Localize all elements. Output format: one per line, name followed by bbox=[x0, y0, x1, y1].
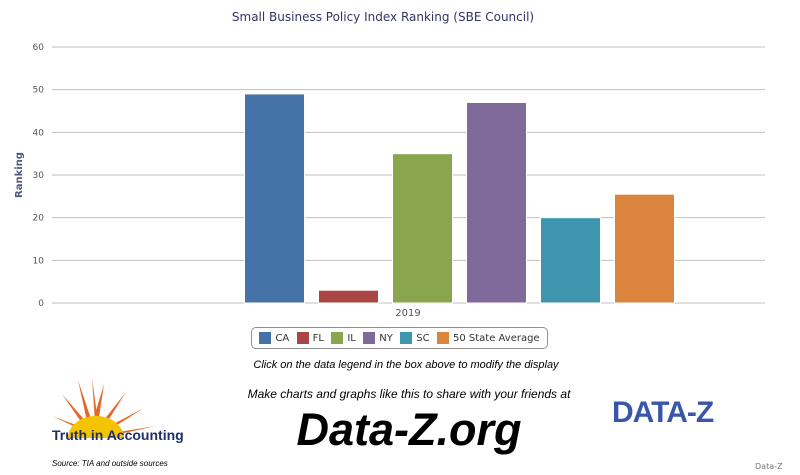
source-note: Source: TIA and outside sources bbox=[52, 459, 168, 468]
y-axis-ticks: 0 10 20 30 40 50 60 bbox=[33, 43, 45, 309]
legend-label: 50 State Average bbox=[452, 332, 540, 344]
bar-fl[interactable] bbox=[318, 289, 379, 304]
bar-50-state-average[interactable] bbox=[614, 193, 675, 304]
bar-il[interactable] bbox=[392, 153, 453, 304]
legend-swatch bbox=[331, 332, 344, 344]
legend-swatch bbox=[436, 332, 449, 344]
legend-item-fl[interactable]: FL bbox=[296, 332, 324, 344]
chart-legend: CA FL IL NY SC 50 State Average bbox=[251, 327, 548, 349]
legend-item-50-state-average[interactable]: 50 State Average bbox=[436, 332, 540, 344]
legend-item-ca[interactable]: CA bbox=[259, 332, 289, 344]
y-tick-label: 10 bbox=[33, 256, 45, 266]
chart-title: Small Business Policy Index Ranking (SBE… bbox=[231, 10, 535, 24]
legend-item-ny[interactable]: NY bbox=[363, 332, 393, 344]
legend-label: CA bbox=[275, 332, 290, 344]
legend-swatch bbox=[296, 332, 309, 344]
legend-item-sc[interactable]: SC bbox=[400, 332, 430, 344]
bar-sc[interactable] bbox=[540, 217, 601, 304]
y-axis-label: Ranking bbox=[14, 152, 25, 198]
y-tick-label: 0 bbox=[38, 299, 44, 309]
y-tick-label: 30 bbox=[33, 171, 45, 181]
bars bbox=[244, 93, 675, 304]
data-z-logo: DATA-Z bbox=[612, 396, 714, 429]
site-name[interactable]: Data-Z.org bbox=[296, 404, 522, 455]
y-tick-label: 50 bbox=[33, 86, 45, 96]
legend-swatch bbox=[400, 332, 413, 344]
legend-label: NY bbox=[379, 332, 393, 344]
legend-item-il[interactable]: IL bbox=[331, 332, 356, 344]
y-tick-label: 40 bbox=[33, 128, 45, 138]
legend-label: FL bbox=[312, 332, 324, 344]
chart-credit[interactable]: Data-Z bbox=[755, 462, 783, 471]
tia-name: Truth in Accounting bbox=[52, 427, 184, 443]
x-tick-label: 2019 bbox=[395, 308, 420, 319]
y-tick-label: 20 bbox=[33, 214, 45, 224]
legend-label: IL bbox=[347, 332, 356, 344]
sun-logo-icon bbox=[52, 378, 156, 438]
legend-hint: Click on the data legend in the box abov… bbox=[253, 359, 559, 371]
bar-ca[interactable] bbox=[244, 93, 305, 304]
bar-ny[interactable] bbox=[466, 101, 527, 304]
legend-swatch bbox=[259, 332, 272, 344]
bar-chart: 0 10 20 30 40 50 60 Ranking 2019 bbox=[14, 43, 765, 319]
promo-text: Make charts and graphs like this to shar… bbox=[247, 387, 571, 401]
y-tick-label: 60 bbox=[33, 43, 45, 53]
legend-swatch bbox=[363, 332, 376, 344]
legend-label: SC bbox=[416, 332, 430, 344]
